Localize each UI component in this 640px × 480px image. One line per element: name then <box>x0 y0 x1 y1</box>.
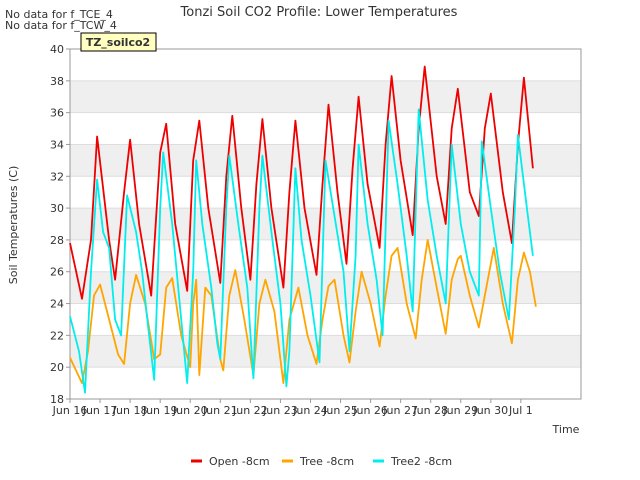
y-tick-label: 18 <box>50 393 64 406</box>
x-tick-label: Jun 29 <box>442 404 478 417</box>
series-line-2 <box>69 108 534 394</box>
x-tick-label: Jun 23 <box>262 404 298 417</box>
x-tick-label: Jun 18 <box>112 404 148 417</box>
y-axis-label: Soil Temperatures (C) <box>7 166 20 285</box>
nodata-line-2: No data for f_TCW_4 <box>5 19 117 32</box>
x-tick-label: Jun 22 <box>232 404 268 417</box>
x-axis-label: Time <box>552 423 580 436</box>
legend-label: Open -8cm <box>209 455 270 468</box>
y-tick-label: 24 <box>50 298 64 311</box>
y-tick-label: 34 <box>50 138 64 151</box>
x-tick-label: Jun 19 <box>142 404 178 417</box>
y-tick-label: 32 <box>50 170 64 183</box>
nodata-line-1: No data for f_TCE_4 <box>5 8 113 21</box>
y-tick-label: 30 <box>50 202 64 215</box>
x-tick-label: Jul 1 <box>508 404 533 417</box>
x-tick-label: Jun 24 <box>292 404 328 417</box>
series-line-0 <box>69 65 534 300</box>
x-tick-label: Jun 16 <box>52 404 88 417</box>
legend: Open -8cm Tree -8cm Tree2 -8cm <box>191 455 452 468</box>
chart-title: Tonzi Soil CO2 Profile: Lower Temperatur… <box>180 5 458 20</box>
legend-label: Tree2 -8cm <box>390 455 452 468</box>
x-tick-label: Jun 17 <box>82 404 118 417</box>
x-tick-label: Jun 25 <box>322 404 358 417</box>
y-tick-label: 38 <box>50 75 64 88</box>
x-tick-label: Jun 28 <box>412 404 448 417</box>
plot-background-bands <box>70 80 581 368</box>
series-lines <box>69 65 537 394</box>
y-tick-label: 20 <box>50 361 64 374</box>
x-tick-label: Jun 20 <box>172 404 208 417</box>
x-tick-label: Jun 26 <box>352 404 388 417</box>
y-tick-label: 28 <box>50 234 64 247</box>
site-badge-box <box>80 32 157 52</box>
y-tick-label: 36 <box>50 107 64 120</box>
y-tick-label: 22 <box>50 329 64 342</box>
site-badge[interactable]: TZ_soilco2 <box>80 32 157 52</box>
plot-band <box>70 335 581 368</box>
plot-band <box>70 80 581 113</box>
x-tick-label: Jun 21 <box>202 404 238 417</box>
x-tick-label: Jun 30 <box>472 404 508 417</box>
site-badge-label: TZ_soilco2 <box>86 36 150 49</box>
y-tick-label: 26 <box>50 266 64 279</box>
x-tick-label: Jun 27 <box>382 404 418 417</box>
y-tick-label: 40 <box>50 43 64 56</box>
y-axis-ticks: 18 20 22 24 26 28 30 32 34 36 38 40 <box>50 43 70 406</box>
legend-label: Tree -8cm <box>299 455 354 468</box>
plot-area <box>69 48 582 400</box>
plot-band <box>70 208 581 240</box>
